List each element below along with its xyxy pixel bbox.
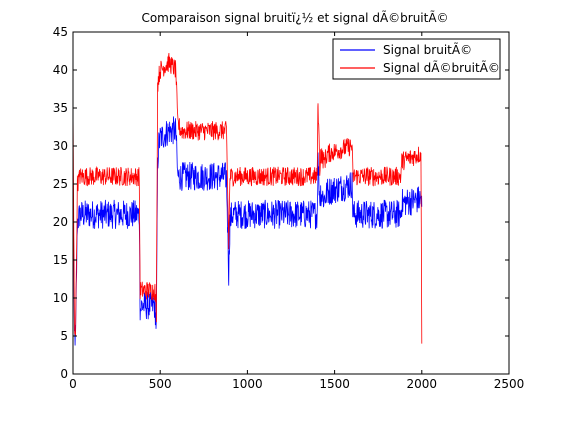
series-line-1 <box>72 52 423 344</box>
plot-area <box>73 32 509 374</box>
y-tick-label: 35 <box>53 101 68 115</box>
y-tick-label: 5 <box>60 329 68 343</box>
y-tick-label: 0 <box>60 367 68 381</box>
y-tick-label: 30 <box>53 139 68 153</box>
series-line-0 <box>72 116 423 346</box>
y-tick-label: 25 <box>53 177 68 191</box>
y-tick-label: 10 <box>53 291 68 305</box>
x-tick-label: 0 <box>69 377 77 391</box>
series-layer <box>72 52 423 346</box>
x-tick-label: 1500 <box>319 377 350 391</box>
y-tick-label: 40 <box>53 63 68 77</box>
chart-title: Comparaison signal bruitï¿½ et signal dÃ… <box>141 10 448 25</box>
axes-layer <box>72 31 510 375</box>
x-tick-label: 500 <box>149 377 172 391</box>
y-tick-label: 20 <box>53 215 68 229</box>
ticks-layer: 0 500 1000 1500 2000 2500 0 5 10 15 20 25 30 35 40 45 <box>53 25 525 391</box>
x-tick-label: 2000 <box>407 377 438 391</box>
legend-label-signal-debruite: Signal dÃ©bruitÃ© <box>383 60 500 75</box>
x-tick-label: 2500 <box>494 377 525 391</box>
axes-frame <box>72 31 510 375</box>
legend-box <box>332 38 501 80</box>
y-tick-label: 45 <box>53 25 68 39</box>
x-tick-label: 1000 <box>232 377 263 391</box>
legend-label-signal-bruite: Signal bruitÃ© <box>383 42 472 57</box>
y-tick-label: 15 <box>53 253 68 267</box>
legend: Signal bruitÃ© Signal dÃ©bruitÃ© <box>332 38 501 80</box>
